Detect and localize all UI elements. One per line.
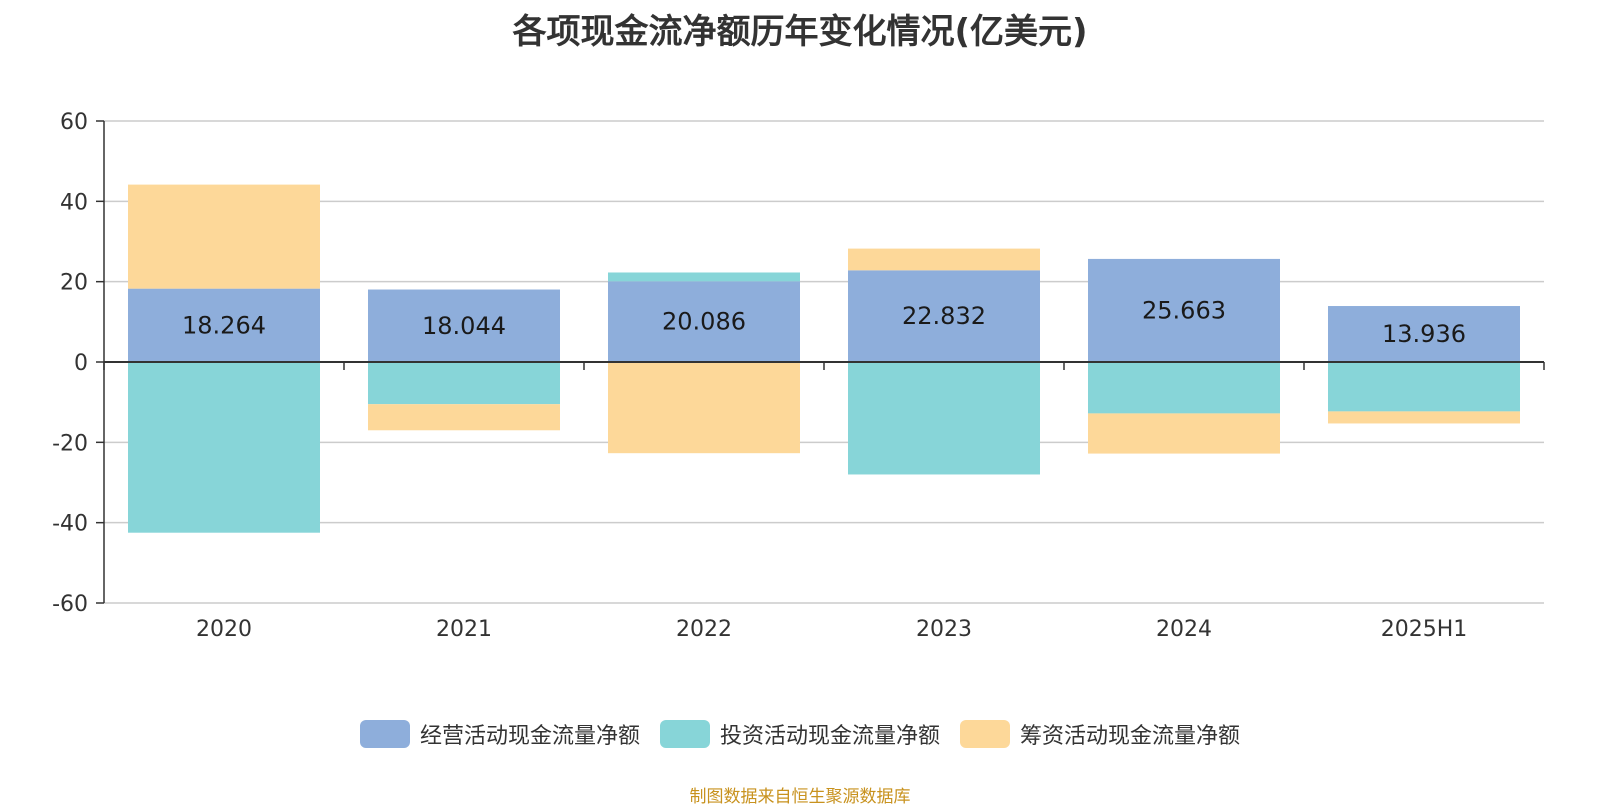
bar-2023-series-1[interactable] bbox=[848, 362, 1040, 475]
chart-title: 各项现金流净额历年变化情况(亿美元) bbox=[512, 12, 1088, 52]
legend-label-financing: 筹资活动现金流量净额 bbox=[1020, 724, 1241, 749]
bar-layer bbox=[128, 184, 1520, 533]
bar-2020-series-2[interactable] bbox=[128, 184, 320, 289]
bar-2020-series-0[interactable] bbox=[128, 288, 320, 362]
y-tick-label: -40 bbox=[52, 512, 88, 537]
x-tick-label: 2021 bbox=[436, 617, 492, 642]
legend-item-investing[interactable]: 投资活动现金流量净额 bbox=[659, 718, 940, 750]
x-tick-label: 2024 bbox=[1156, 617, 1212, 642]
legend-label-operating: 经营活动现金流量净额 bbox=[419, 724, 640, 749]
y-tick-label: -20 bbox=[52, 431, 88, 456]
bar-2025H1-series-2[interactable] bbox=[1328, 411, 1520, 424]
legend-swatch-investing bbox=[659, 720, 710, 748]
bar-2021-series-2[interactable] bbox=[368, 404, 560, 431]
bar-2023-series-2[interactable] bbox=[848, 248, 1040, 271]
data-label-2020: 18.264 bbox=[182, 311, 266, 339]
y-tick-label: 40 bbox=[60, 190, 88, 215]
x-tick-label: 2023 bbox=[916, 617, 972, 642]
bar-2021-series-0[interactable] bbox=[368, 289, 560, 362]
bar-2025H1-series-0[interactable] bbox=[1328, 306, 1520, 362]
source-note: 制图数据来自恒生聚源数据库 bbox=[689, 787, 911, 807]
y-tick-label: 0 bbox=[74, 351, 88, 376]
bar-2022-series-0[interactable] bbox=[608, 281, 800, 362]
bar-2022-series-2[interactable] bbox=[608, 362, 800, 454]
legend-swatch-operating bbox=[359, 720, 410, 748]
bar-2022-series-1[interactable] bbox=[608, 272, 800, 282]
legend-item-operating[interactable]: 经营活动现金流量净额 bbox=[359, 718, 640, 750]
legend: 经营活动现金流量净额 投资活动现金流量净额 筹资活动现金流量净额 bbox=[0, 718, 1600, 750]
data-label-2021: 18.044 bbox=[422, 312, 506, 340]
bar-2025H1-series-1[interactable] bbox=[1328, 362, 1520, 412]
bar-2024-series-0[interactable] bbox=[1088, 258, 1280, 362]
label-layer: 18.264 18.044 20.086 22.832 25.663 13.936 bbox=[182, 296, 1466, 348]
data-label-2022: 20.086 bbox=[662, 308, 746, 336]
grid-layer bbox=[104, 120, 1544, 604]
data-label-2025H1: 13.936 bbox=[1382, 320, 1466, 348]
y-tick-label: 20 bbox=[60, 271, 88, 296]
axis-layer: 60 40 20 0 -20 -40 -60 2020 2021 2022 2023 2024 2025… bbox=[52, 110, 1545, 642]
y-tick-label: 60 bbox=[60, 110, 88, 135]
legend-item-financing[interactable]: 筹资活动现金流量净额 bbox=[960, 718, 1240, 750]
legend-label-investing: 投资活动现金流量净额 bbox=[719, 724, 940, 749]
data-label-2024: 25.663 bbox=[1142, 296, 1226, 324]
stacked-bar-chart: 60 40 20 0 -20 -40 -60 2020 2021 2022 2023 2024 2025… bbox=[52, 110, 1545, 642]
bar-2024-series-1[interactable] bbox=[1088, 362, 1280, 414]
legend-swatch-financing bbox=[960, 720, 1010, 748]
x-tick-label: 2022 bbox=[676, 617, 732, 642]
y-tick-label: -60 bbox=[52, 592, 88, 617]
bar-2020-series-1[interactable] bbox=[128, 362, 320, 533]
bar-2021-series-1[interactable] bbox=[368, 362, 560, 405]
x-tick-label: 2025H1 bbox=[1381, 617, 1468, 642]
x-tick-label: 2020 bbox=[196, 617, 252, 642]
data-label-2023: 22.832 bbox=[902, 302, 986, 330]
bar-2023-series-0[interactable] bbox=[848, 270, 1040, 362]
bar-2024-series-2[interactable] bbox=[1088, 413, 1280, 454]
